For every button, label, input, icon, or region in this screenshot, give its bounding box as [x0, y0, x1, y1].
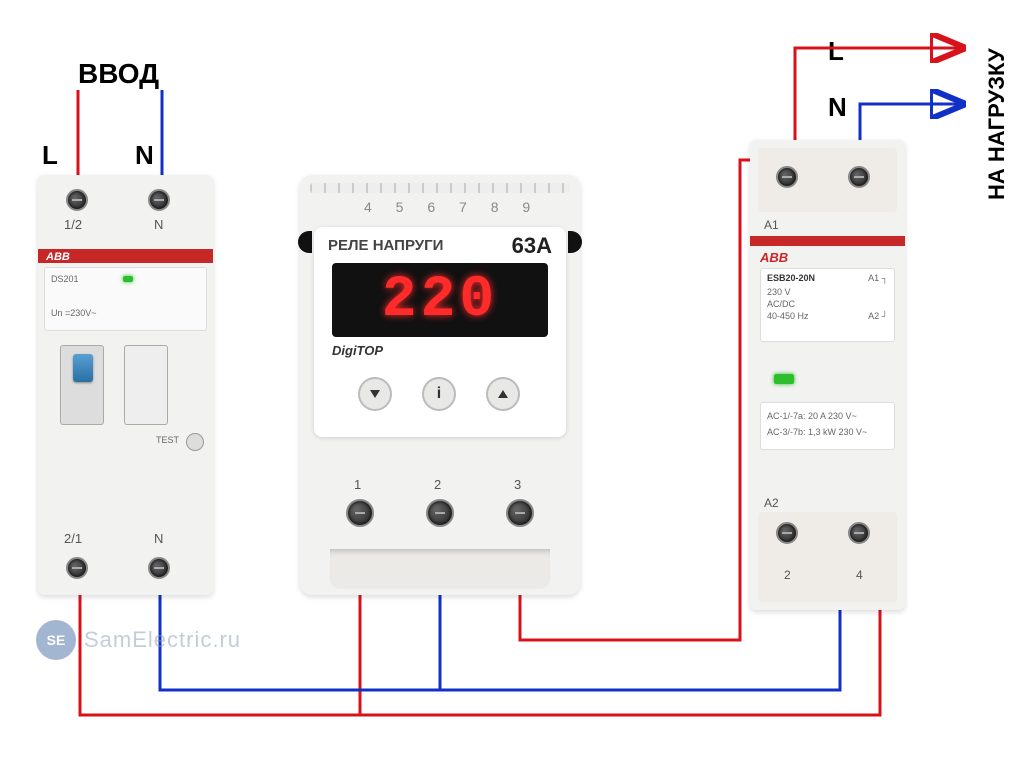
output-L: L	[828, 36, 844, 67]
triangle-down-icon	[368, 387, 382, 401]
watermark-text: SamElectric.ru	[84, 627, 241, 653]
contactor-spec1: 230 V	[767, 287, 791, 297]
relay-title: РЕЛЕ НАПРУГИ	[328, 237, 443, 254]
contactor-ac1: AC-1/-7a: 20 A 230 V~	[767, 411, 857, 421]
breaker-test-label: TEST	[156, 435, 179, 445]
contactor-term-top-1	[776, 166, 798, 188]
contactor-term-bot-4	[848, 522, 870, 544]
relay-term1-label: 1	[354, 477, 361, 492]
relay-hole-left	[298, 231, 312, 253]
relay-top-numbers: 4 5 6 7 8 9	[364, 199, 540, 215]
relay-faceplate: РЕЛЕ НАПРУГИ 63A 220 DigiTOP i	[314, 227, 566, 437]
relay-info-button[interactable]: i	[422, 377, 456, 411]
contactor-A2: A2	[764, 496, 779, 510]
breaker-term-top-N	[148, 189, 170, 211]
contactor-led	[774, 374, 794, 384]
contactor-spec-panel: ESB20-20N 230 V AC/DC 40-450 Hz A1 ┐ A2 …	[760, 268, 895, 342]
breaker-term-top-L	[66, 189, 88, 211]
breaker-brand: ABB	[46, 251, 70, 263]
relay-down-button[interactable]	[358, 377, 392, 411]
contactor-bottom-block: 2 4	[758, 512, 897, 602]
contactor-top-block	[758, 148, 897, 212]
relay-term3	[506, 499, 534, 527]
relay-display-value: 220	[382, 268, 498, 333]
breaker-bot-left-label: 2/1	[64, 531, 82, 546]
output-N: N	[828, 92, 847, 123]
contactor-model: ESB20-20N	[767, 273, 815, 283]
breaker-top-right-label: N	[154, 217, 163, 232]
relay-brand: DigiTOP	[332, 343, 383, 358]
breaker-voltage: Un =230V~	[51, 308, 97, 318]
contactor-ac3: AC-3/-7b: 1,3 kW 230 V~	[767, 427, 867, 437]
load-title: НА НАГРУЗКУ	[984, 20, 1010, 200]
contactor-a1-mark: A1 ┐	[868, 273, 888, 283]
relay-device: 4 5 6 7 8 9 РЕЛЕ НАПРУГИ 63A 220 DigiTOP…	[300, 175, 580, 595]
contactor-t4: 4	[856, 568, 863, 582]
relay-term2-label: 2	[434, 477, 441, 492]
contactor-A1: A1	[764, 218, 779, 232]
relay-bottom-lip	[330, 549, 550, 589]
relay-display: 220	[332, 263, 548, 337]
input-N: N	[135, 140, 154, 171]
breaker-model: DS201	[51, 274, 79, 284]
contactor-redband	[750, 236, 905, 246]
breaker-bot-right-label: N	[154, 531, 163, 546]
contactor-spec3: 40-450 Hz	[767, 311, 809, 321]
breaker-switch-L[interactable]	[60, 345, 104, 425]
breaker-led	[123, 276, 133, 282]
breaker-term-bot-N	[148, 557, 170, 579]
contactor-lower-panel: AC-1/-7a: 20 A 230 V~ AC-3/-7b: 1,3 kW 2…	[760, 402, 895, 450]
relay-term2	[426, 499, 454, 527]
input-title: ВВОД	[78, 58, 159, 90]
contactor-spec2: AC/DC	[767, 299, 795, 309]
contactor-term-bot-2	[776, 522, 798, 544]
triangle-up-icon	[496, 387, 510, 401]
breaker-device: 1/2 N ABB DS201 Un =230V~ TEST 2/1 N	[38, 175, 213, 595]
contactor-a2-mark: A2 ┘	[868, 311, 888, 321]
contactor-term-top-3	[848, 166, 870, 188]
breaker-toggle-L[interactable]	[73, 354, 93, 382]
contactor-t2: 2	[784, 568, 791, 582]
relay-hole-right	[568, 231, 582, 253]
input-L: L	[42, 140, 58, 171]
contactor-brand: ABB	[760, 250, 788, 265]
breaker-test-button[interactable]	[186, 433, 204, 451]
contactor-device: A1 ABB ESB20-20N 230 V AC/DC 40-450 Hz A…	[750, 140, 905, 610]
breaker-switch-N[interactable]	[124, 345, 168, 425]
relay-top-rail	[310, 183, 570, 193]
relay-term1	[346, 499, 374, 527]
relay-amp: 63A	[512, 233, 552, 259]
breaker-term-bot-L	[66, 557, 88, 579]
watermark: SE SamElectric.ru	[36, 620, 241, 660]
relay-term3-label: 3	[514, 477, 521, 492]
breaker-top-left-label: 1/2	[64, 217, 82, 232]
relay-up-button[interactable]	[486, 377, 520, 411]
watermark-badge: SE	[36, 620, 76, 660]
